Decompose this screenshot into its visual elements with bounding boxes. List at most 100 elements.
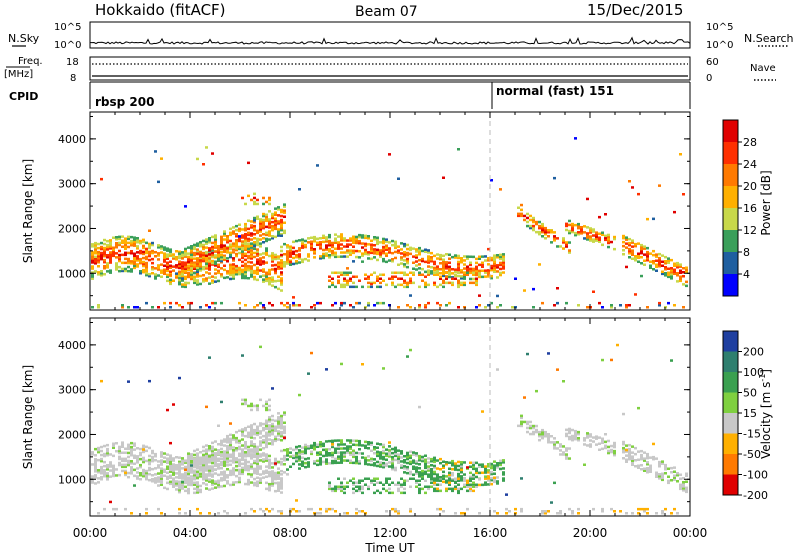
echo-cell xyxy=(157,507,160,511)
echo-cell xyxy=(547,510,550,513)
echo-cell xyxy=(526,430,529,434)
echo-cell xyxy=(103,471,106,474)
cpid-left-label: rbsp 200 xyxy=(95,95,154,109)
echo-cell xyxy=(265,271,268,274)
echo-cell xyxy=(379,481,382,484)
echo-cell xyxy=(205,450,208,453)
echo-cell xyxy=(655,512,658,515)
echo-cell xyxy=(319,453,322,456)
echo-cell xyxy=(310,446,313,449)
echo-cell xyxy=(172,483,175,486)
echo-cell xyxy=(373,464,376,467)
echo-cell xyxy=(469,471,472,475)
echo-cell xyxy=(205,454,208,457)
echo-cell xyxy=(190,257,193,261)
echo-cell xyxy=(355,455,358,459)
echo-cell xyxy=(109,463,112,466)
echo-cell xyxy=(457,268,460,272)
echo-cell xyxy=(223,264,226,267)
echo-cell xyxy=(403,285,406,289)
echo-cell xyxy=(349,237,352,240)
echo-cell xyxy=(628,456,631,459)
echo-cell xyxy=(409,348,412,352)
echo-cell xyxy=(349,285,352,289)
echo-cell xyxy=(424,466,427,470)
echo-cell xyxy=(244,222,247,226)
echo-cell xyxy=(532,226,535,230)
echo-cell xyxy=(316,241,319,244)
echo-cell xyxy=(451,468,454,471)
echo-cell xyxy=(193,281,196,285)
echo-cell xyxy=(280,208,283,212)
echo-cell xyxy=(196,462,199,465)
echo-cell xyxy=(676,274,679,277)
echo-cell xyxy=(277,485,280,488)
velocity-colorbar-label-sup: -1 xyxy=(758,374,767,382)
echo-cell xyxy=(313,235,316,239)
echo-cell xyxy=(190,271,193,274)
echo-cell xyxy=(175,266,178,269)
echo-cell xyxy=(178,256,181,259)
echo-cell xyxy=(163,254,166,257)
echo-cell xyxy=(256,466,259,469)
echo-cell xyxy=(181,487,184,490)
echo-cell xyxy=(292,256,295,260)
echo-cell xyxy=(487,475,490,478)
echo-cell xyxy=(298,255,301,258)
echo-cell xyxy=(484,465,487,468)
echo-cell xyxy=(451,478,454,481)
echo-cell xyxy=(163,264,166,267)
colorbar-tick-label: 100 xyxy=(743,366,764,379)
echo-cell xyxy=(328,439,331,443)
echo-cell xyxy=(454,477,457,480)
echo-cell xyxy=(472,477,475,480)
echo-cell xyxy=(499,463,502,467)
echo-cell xyxy=(349,251,352,254)
echo-cell xyxy=(232,452,235,455)
echo-cell xyxy=(211,261,214,265)
echo-cell xyxy=(247,460,250,464)
echo-cell xyxy=(277,422,280,425)
echo-cell xyxy=(169,270,172,273)
echo-cell xyxy=(382,237,385,241)
echo-cell xyxy=(310,452,313,456)
echo-cell xyxy=(382,301,385,305)
echo-cell xyxy=(181,483,184,486)
echo-cell xyxy=(571,228,574,232)
echo-cell xyxy=(271,224,274,228)
echo-cell xyxy=(442,466,445,469)
echo-cell xyxy=(229,437,232,441)
echo-cell xyxy=(121,245,124,248)
echo-cell xyxy=(115,266,118,269)
echo-cell xyxy=(628,247,631,251)
echo-cell xyxy=(460,259,463,262)
echo-cell xyxy=(310,507,313,511)
echo-cell xyxy=(259,269,262,272)
echo-cell xyxy=(460,512,463,515)
echo-cell xyxy=(235,252,238,256)
echo-cell xyxy=(667,261,670,264)
echo-cell xyxy=(271,480,274,483)
echo-cell xyxy=(184,283,187,287)
echo-cell xyxy=(343,455,346,458)
echo-cell xyxy=(379,251,382,254)
echo-cell xyxy=(550,501,553,504)
echo-cell xyxy=(193,277,196,280)
echo-cell xyxy=(565,455,568,458)
echo-cell xyxy=(148,472,151,476)
echo-cell xyxy=(355,459,358,463)
echo-cell xyxy=(133,260,136,264)
echo-cell xyxy=(145,273,148,277)
echo-cell xyxy=(391,507,394,511)
echo-cell xyxy=(685,280,688,284)
echo-cell xyxy=(94,270,97,273)
echo-cell xyxy=(595,443,598,446)
radar-title: Hokkaido (fitACF) xyxy=(95,1,226,19)
echo-cell xyxy=(211,451,214,455)
echo-cell xyxy=(274,475,277,479)
echo-cell xyxy=(442,510,445,513)
echo-cell xyxy=(256,266,259,269)
echo-cell xyxy=(436,285,439,289)
echo-cell xyxy=(292,462,295,466)
echo-cell xyxy=(391,455,394,459)
